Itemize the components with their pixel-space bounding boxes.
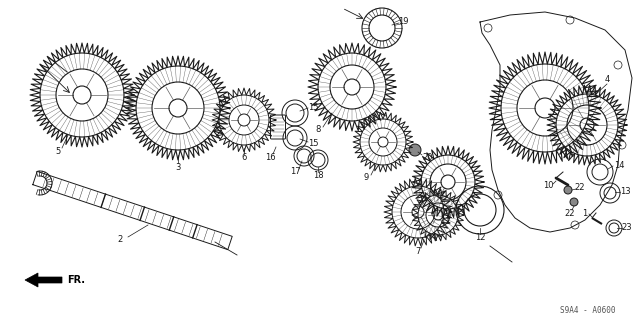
Text: 15: 15	[308, 138, 318, 147]
Text: 2: 2	[117, 235, 123, 244]
Polygon shape	[25, 273, 62, 287]
Text: 22: 22	[575, 183, 585, 192]
Circle shape	[409, 144, 421, 156]
Text: 1: 1	[582, 209, 588, 218]
Text: 17: 17	[290, 167, 300, 176]
Text: 4: 4	[604, 76, 610, 85]
Text: 9: 9	[364, 174, 369, 182]
Text: 14: 14	[614, 160, 624, 169]
Text: 7: 7	[415, 248, 420, 256]
Text: 23: 23	[621, 224, 632, 233]
Text: 15: 15	[308, 103, 318, 113]
Text: 10: 10	[543, 181, 553, 189]
Circle shape	[564, 186, 572, 194]
Text: 11: 11	[440, 218, 451, 226]
Text: 13: 13	[620, 188, 630, 197]
Text: FR.: FR.	[67, 275, 85, 285]
Text: 20: 20	[423, 152, 433, 161]
Text: 22: 22	[564, 209, 575, 218]
Text: 12: 12	[475, 234, 485, 242]
Text: 5: 5	[56, 147, 61, 157]
Text: 6: 6	[241, 153, 246, 162]
Text: 16: 16	[265, 153, 275, 162]
Text: 18: 18	[313, 170, 323, 180]
Text: 19: 19	[397, 18, 408, 26]
Text: S9A4 - A0600: S9A4 - A0600	[560, 306, 616, 315]
Text: 3: 3	[175, 164, 180, 173]
Text: 8: 8	[316, 125, 321, 135]
Circle shape	[570, 198, 578, 206]
